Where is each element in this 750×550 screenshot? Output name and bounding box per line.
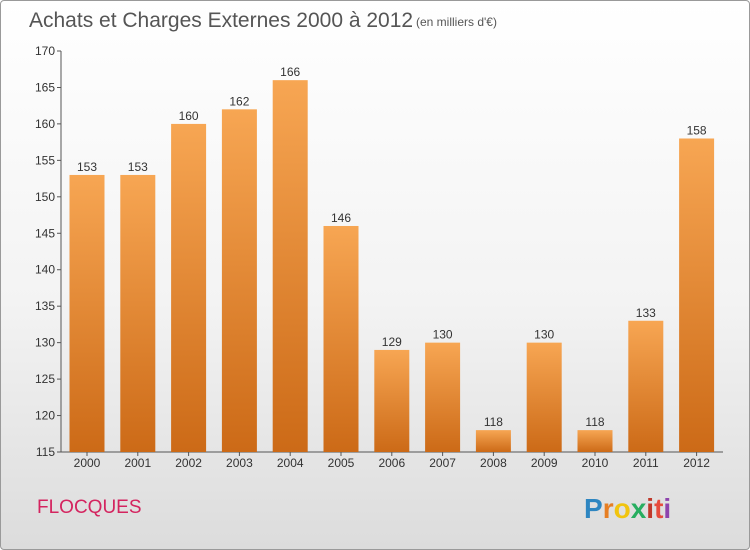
- y-tick-label: 165: [35, 80, 55, 94]
- bar: [425, 342, 461, 452]
- x-tick-label: 2011: [633, 456, 659, 470]
- x-tick-label: 2007: [429, 456, 456, 470]
- chart-subtitle: (en milliers d'€): [416, 15, 497, 29]
- x-tick-label: 2012: [683, 456, 710, 470]
- x-tick-label: 2002: [175, 456, 202, 470]
- bar-value-label: 153: [128, 160, 148, 174]
- y-tick-label: 140: [35, 263, 55, 277]
- bar: [272, 80, 308, 452]
- logo-letter: x: [631, 493, 647, 524]
- bar: [679, 138, 715, 452]
- bar: [323, 225, 359, 452]
- bar: [577, 430, 613, 452]
- bar: [475, 430, 511, 452]
- bar: [120, 174, 156, 453]
- bar-value-label: 130: [433, 328, 453, 342]
- logo-letter: i: [646, 493, 654, 524]
- bar-value-label: 118: [484, 415, 503, 429]
- x-tick-label: 2000: [74, 456, 101, 470]
- y-tick-label: 115: [36, 445, 55, 459]
- x-tick-label: 2010: [582, 456, 609, 470]
- bar-value-label: 160: [179, 109, 199, 123]
- proxiti-logo: Proxiti: [584, 493, 671, 524]
- logo-letter: P: [584, 493, 603, 524]
- x-tick-label: 2004: [277, 456, 304, 470]
- bar-value-label: 158: [687, 123, 707, 137]
- chart-title: Achats et Charges Externes 2000 à 2012: [29, 9, 413, 32]
- x-tick-label: 2005: [328, 456, 355, 470]
- bar-value-label: 146: [331, 211, 351, 225]
- logo-letter: i: [663, 493, 671, 524]
- x-tick-label: 2003: [226, 456, 253, 470]
- place-name: FLOCQUES: [37, 497, 142, 518]
- y-tick-label: 135: [35, 299, 55, 313]
- bar-value-label: 129: [382, 335, 402, 349]
- y-tick-label: 170: [35, 44, 55, 58]
- y-tick-label: 130: [35, 336, 55, 350]
- y-tick-label: 120: [35, 409, 55, 423]
- x-tick-label: 2008: [480, 456, 507, 470]
- y-tick-label: 145: [35, 226, 55, 240]
- logo-letter: o: [614, 493, 631, 524]
- bar: [171, 123, 207, 452]
- bar-value-label: 130: [534, 328, 554, 342]
- bar-value-label: 162: [229, 94, 249, 108]
- logo-letter: r: [603, 493, 614, 524]
- bar-value-label: 133: [636, 306, 656, 320]
- x-tick-label: 2001: [124, 456, 151, 470]
- bar-value-label: 153: [77, 160, 97, 174]
- bar: [526, 342, 562, 452]
- logo-letter: t: [654, 493, 663, 524]
- y-tick-label: 150: [35, 190, 55, 204]
- y-tick-label: 125: [35, 372, 55, 386]
- bar: [374, 349, 410, 452]
- bar: [221, 109, 257, 452]
- y-tick-label: 160: [35, 117, 55, 131]
- bar-value-label: 166: [280, 65, 300, 79]
- x-tick-label: 2006: [378, 456, 405, 470]
- bar-value-label: 118: [585, 415, 604, 429]
- y-tick-label: 155: [35, 153, 55, 167]
- x-tick-label: 2009: [531, 456, 558, 470]
- bar: [628, 320, 664, 452]
- bar: [69, 174, 105, 453]
